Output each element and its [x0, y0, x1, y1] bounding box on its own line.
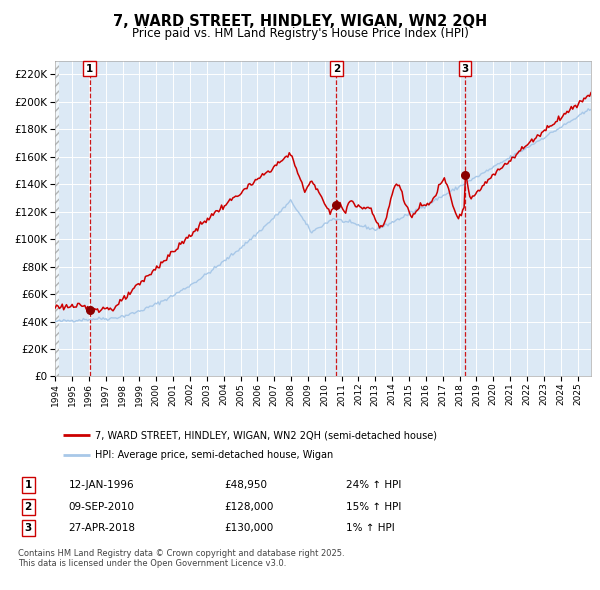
Text: Price paid vs. HM Land Registry's House Price Index (HPI): Price paid vs. HM Land Registry's House …	[131, 27, 469, 40]
Text: 1: 1	[25, 480, 32, 490]
Text: 3: 3	[25, 523, 32, 533]
Text: 1: 1	[86, 64, 93, 74]
Text: 27-APR-2018: 27-APR-2018	[68, 523, 136, 533]
Bar	[55, 61, 59, 376]
Text: 09-SEP-2010: 09-SEP-2010	[68, 502, 134, 512]
Text: 15% ↑ HPI: 15% ↑ HPI	[346, 502, 401, 512]
Text: 7, WARD STREET, HINDLEY, WIGAN, WN2 2QH (semi-detached house): 7, WARD STREET, HINDLEY, WIGAN, WN2 2QH …	[95, 430, 437, 440]
Text: 24% ↑ HPI: 24% ↑ HPI	[346, 480, 401, 490]
Text: 12-JAN-1996: 12-JAN-1996	[68, 480, 134, 490]
Text: £128,000: £128,000	[224, 502, 274, 512]
Text: Contains HM Land Registry data © Crown copyright and database right 2025.
This d: Contains HM Land Registry data © Crown c…	[18, 549, 344, 568]
Text: 7, WARD STREET, HINDLEY, WIGAN, WN2 2QH: 7, WARD STREET, HINDLEY, WIGAN, WN2 2QH	[113, 14, 487, 28]
Text: £48,950: £48,950	[224, 480, 268, 490]
Text: 2: 2	[25, 502, 32, 512]
Text: HPI: Average price, semi-detached house, Wigan: HPI: Average price, semi-detached house,…	[95, 450, 334, 460]
Text: £130,000: £130,000	[224, 523, 274, 533]
Text: 3: 3	[461, 64, 469, 74]
Text: 2: 2	[333, 64, 340, 74]
Text: 1% ↑ HPI: 1% ↑ HPI	[346, 523, 394, 533]
